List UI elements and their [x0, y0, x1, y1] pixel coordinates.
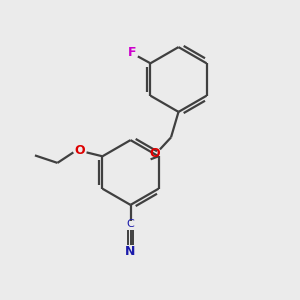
Text: O: O — [75, 144, 85, 158]
Text: O: O — [149, 147, 160, 161]
Text: C: C — [127, 219, 134, 230]
Text: F: F — [128, 46, 137, 59]
Text: N: N — [125, 245, 136, 258]
